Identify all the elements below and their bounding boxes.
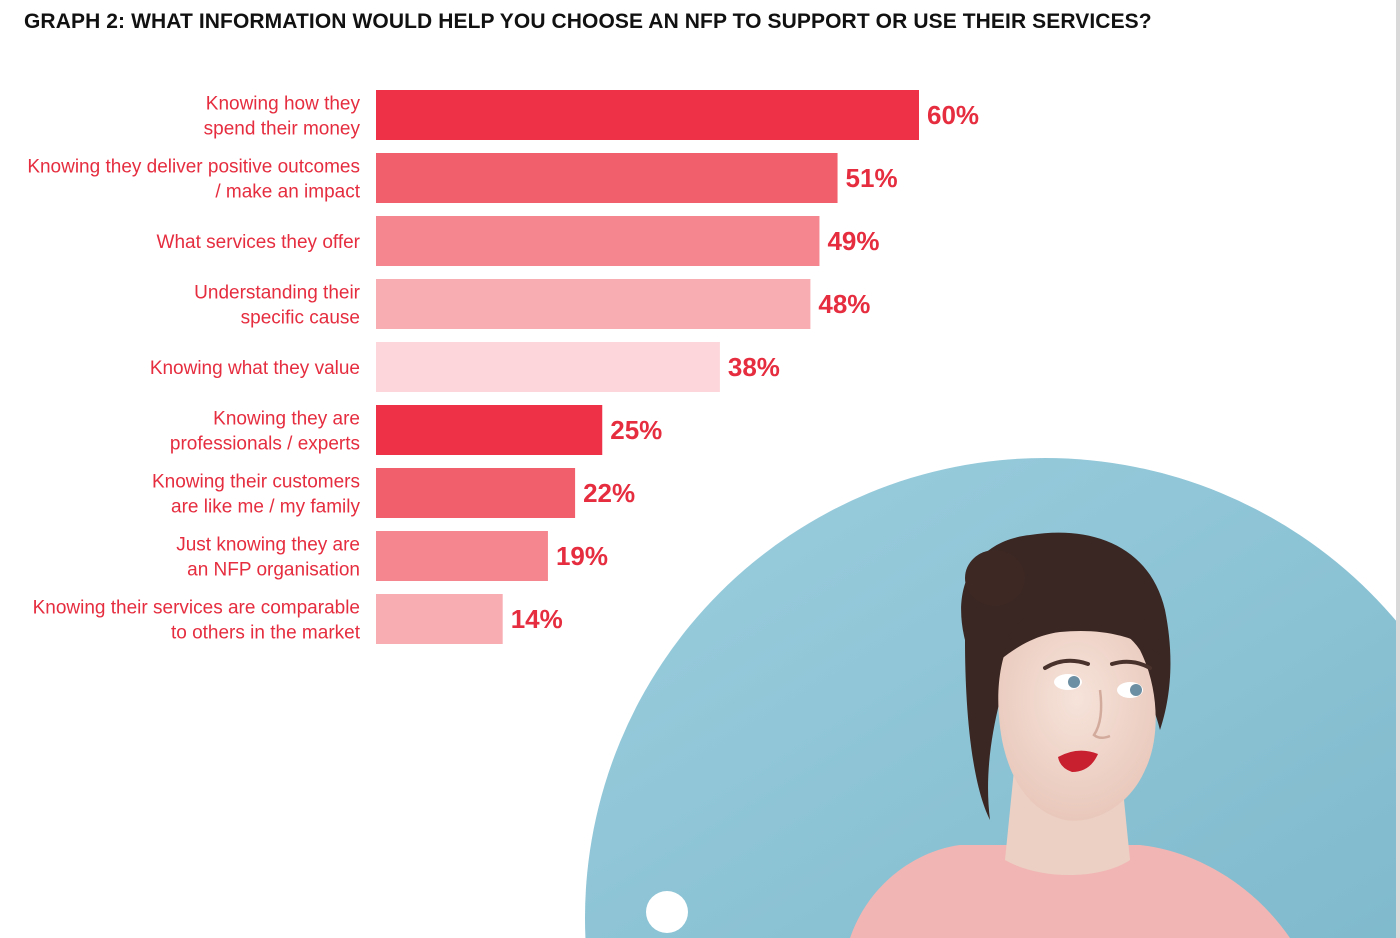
bar-value-label: 14%	[511, 604, 563, 634]
category-label: Knowing how they spend their money	[204, 94, 361, 140]
bar-value-label: 51%	[846, 163, 898, 193]
bar	[376, 531, 548, 581]
bar	[376, 153, 838, 203]
category-label-line: to others in the market	[171, 623, 361, 644]
chart-title: GRAPH 2: WHAT INFORMATION WOULD HELP YOU…	[24, 10, 1152, 33]
bar-value-label: 25%	[610, 415, 662, 445]
left-brow	[1043, 658, 1090, 670]
bar-value-label: 48%	[818, 289, 870, 319]
bar	[376, 279, 811, 329]
category-label-line: Understanding their	[194, 283, 360, 304]
hair-bun	[965, 550, 1025, 606]
bar	[376, 216, 820, 266]
category-label-line: specific cause	[241, 308, 360, 329]
photo-circle	[585, 458, 1400, 938]
category-label-line: What services they offer	[157, 232, 361, 253]
category-label: Just knowing they are an NFP organisation	[176, 535, 360, 581]
hair-fringe	[1000, 597, 1165, 660]
category-label-line: Just knowing they are	[176, 535, 360, 556]
category-label: Knowing their services are comparable to …	[33, 598, 361, 644]
category-label-line: professionals / experts	[170, 434, 360, 455]
bar	[376, 342, 720, 392]
nose	[1092, 689, 1111, 739]
bar-value-label: 49%	[827, 226, 879, 256]
category-label: What services they offer	[157, 232, 361, 253]
bar-value-label: 60%	[927, 100, 979, 130]
category-label: Understanding their specific cause	[194, 283, 360, 329]
category-label: Knowing they deliver positive outcomes / …	[27, 157, 360, 203]
category-label-line: an NFP organisation	[187, 560, 360, 581]
decorative-white-dot	[646, 891, 688, 933]
category-label-line: Knowing they are	[213, 409, 360, 430]
sweater	[850, 845, 1290, 938]
bar-value-label: 22%	[583, 478, 635, 508]
category-label: Knowing their customers are like me / my …	[152, 472, 361, 518]
category-label-line: spend their money	[204, 119, 361, 140]
category-label-line: / make an impact	[215, 182, 360, 203]
category-label-line: Knowing how they	[206, 94, 361, 115]
face	[998, 616, 1156, 821]
left-iris	[1068, 676, 1080, 688]
bar-value-label: 19%	[556, 541, 608, 571]
bar	[376, 405, 603, 455]
right-brow	[1110, 659, 1152, 670]
bar	[376, 468, 576, 518]
category-label-line: Knowing they deliver positive outcomes	[27, 157, 360, 178]
category-label-line: Knowing their services are comparable	[33, 598, 360, 619]
category-label-line: Knowing what they value	[150, 358, 360, 379]
lips	[1058, 750, 1098, 772]
category-label: Knowing they are professionals / experts	[170, 409, 360, 455]
category-label: Knowing what they value	[150, 358, 360, 379]
page-edge	[1396, 0, 1400, 938]
category-label-line: Knowing their customers	[152, 472, 360, 493]
bar	[376, 90, 919, 140]
bar	[376, 594, 503, 644]
category-label-line: are like me / my family	[171, 497, 360, 518]
right-iris	[1130, 684, 1142, 696]
bar-value-label: 38%	[728, 352, 780, 382]
